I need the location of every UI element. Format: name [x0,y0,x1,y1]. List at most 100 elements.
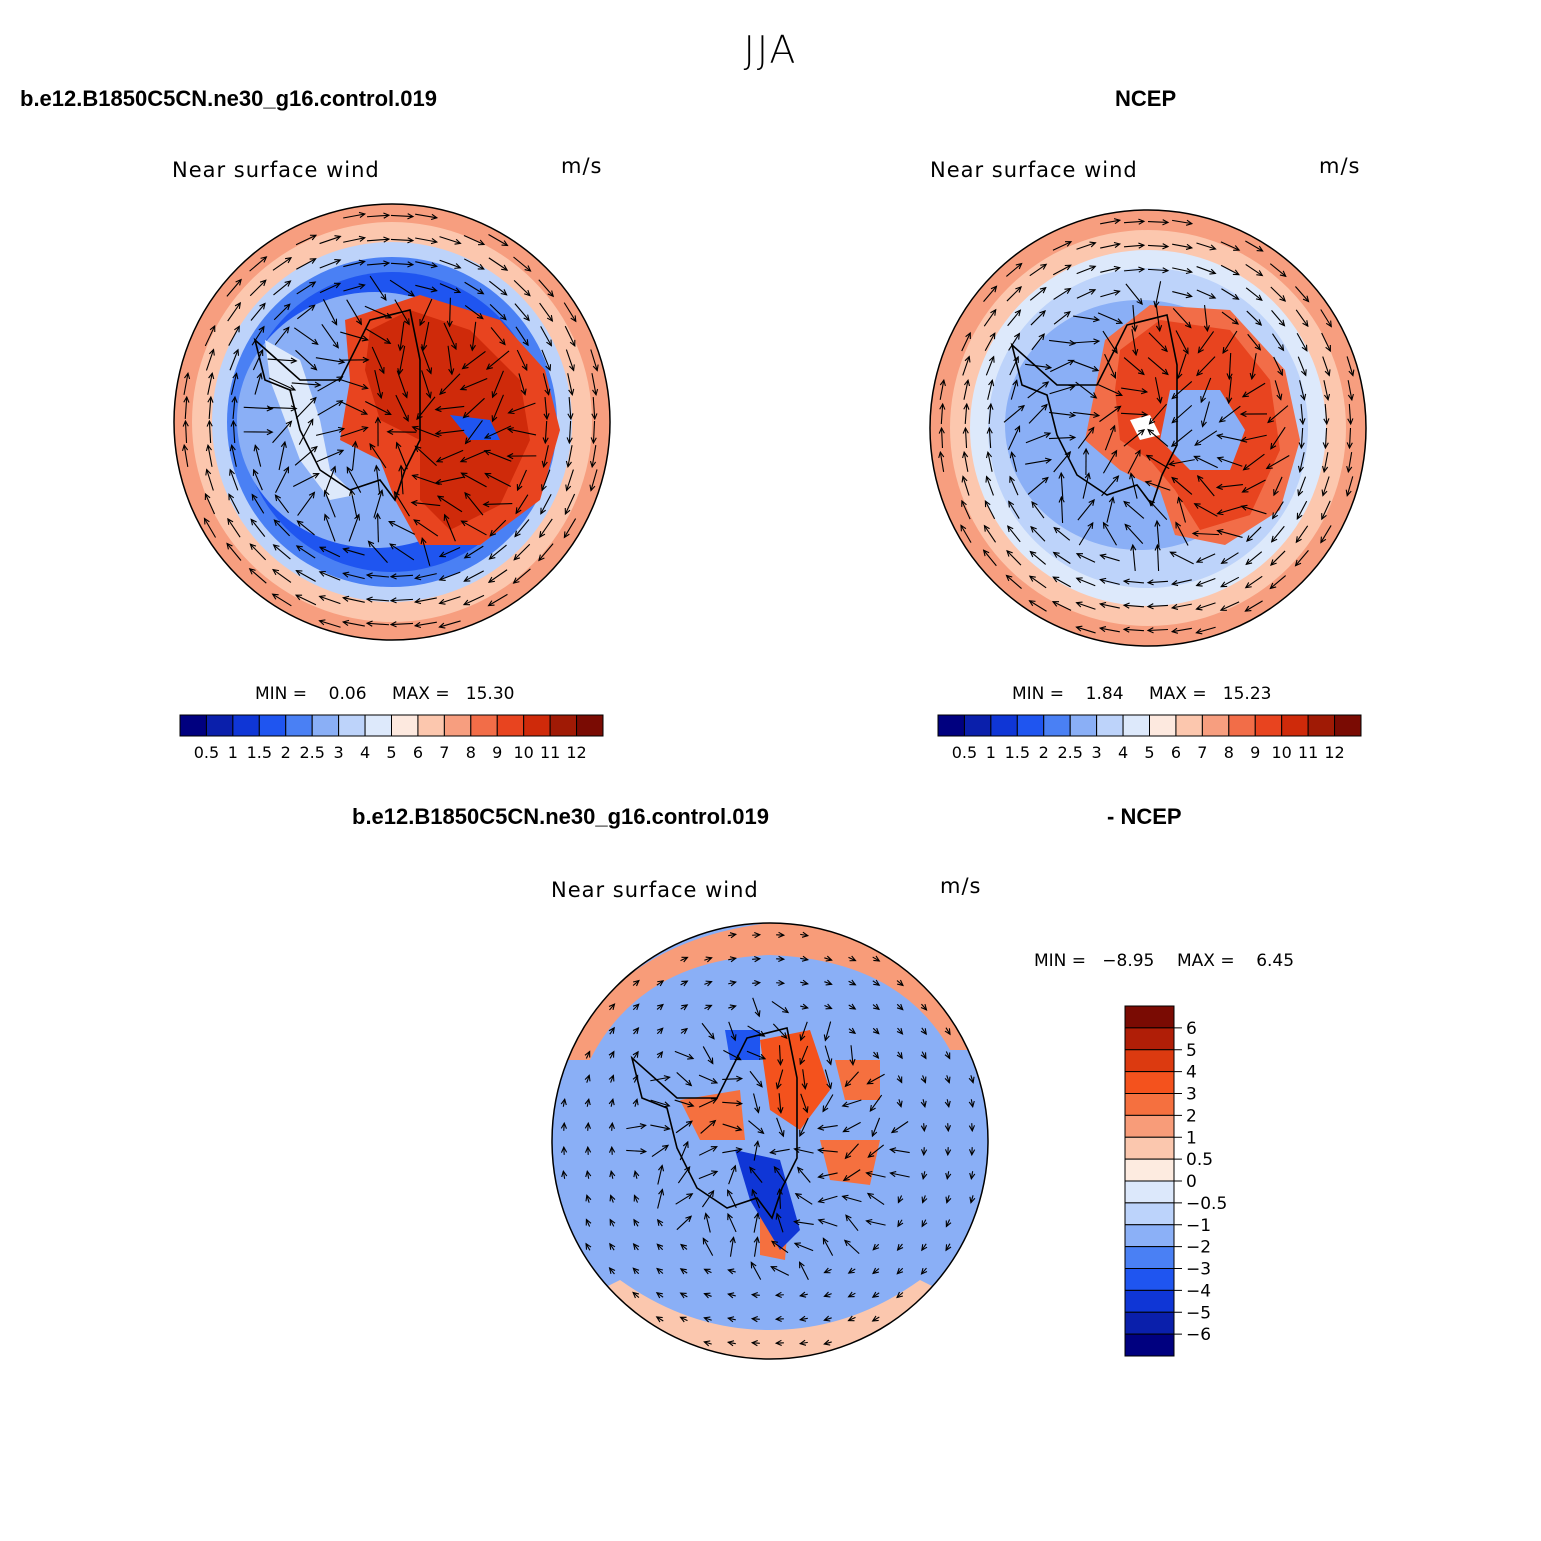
wind-vector-head [439,388,446,396]
wind-vector [656,1292,664,1298]
wind-vector-head [389,573,397,580]
wind-vector-head [378,367,385,375]
wind-vector [1077,427,1095,449]
wind-vector-head [1111,449,1118,457]
wind-vector [461,472,487,488]
wind-vector [366,262,390,266]
wind-vector [702,1238,714,1256]
wind-vector [206,469,214,491]
wind-vector [676,1072,692,1086]
wind-vector [585,1243,591,1251]
wind-vector-head [283,466,290,474]
wind-vector [971,1123,973,1131]
wind-vector-head [1115,390,1123,397]
wind-vector-head [632,1267,640,1275]
panel-3-negative-core-2 [725,1030,760,1060]
wind-vector [1220,576,1240,588]
wind-vector-head [799,1291,807,1298]
wind-vector [1029,287,1047,301]
wind-vector [728,933,736,937]
wind-vector-head [793,1219,801,1226]
wind-vector-head [1006,549,1013,557]
wind-vector-head [1154,519,1161,527]
wind-vector [698,1098,718,1108]
wind-vector [897,1075,903,1083]
wind-vector [1007,425,1021,451]
wind-vector [970,1099,974,1107]
wind-vector [1100,267,1120,273]
wind-vector [463,258,485,270]
wind-vector-head [656,1050,664,1058]
wind-vector-head [778,955,786,963]
wind-vector [1296,333,1308,351]
wind-vector-head [318,619,326,626]
wind-vector [1300,427,1304,449]
wind-vector-head [208,371,215,380]
wind-vector [274,494,290,514]
wind-vector [460,378,488,390]
wind-vector [518,373,526,395]
wind-vector [1245,575,1263,589]
wind-vector-head [1122,602,1130,609]
wind-vector [842,1195,862,1203]
wind-vector-head [703,1316,711,1323]
wind-vector-head [749,1166,756,1174]
wind-vector-head [632,1242,640,1250]
wind-vector [1295,550,1309,566]
wind-vector-head [383,212,391,219]
wind-vector-head [990,308,997,316]
wind-vector [1220,264,1240,276]
wind-vector [254,445,262,467]
wind-vector [897,1051,903,1059]
wind-vector-head [1131,325,1138,333]
wind-vector-head [330,465,337,473]
wind-vector [273,303,291,321]
wind-vector [513,568,531,584]
wind-vector [184,396,188,420]
wind-vector-head [413,621,422,629]
wind-vector [562,1171,566,1179]
wind-vector-head [1322,442,1329,450]
wind-vector [315,428,345,436]
wind-vector [1217,530,1243,538]
wind-vector-head [384,409,392,416]
wind-vector [348,514,360,542]
wind-vector-head [1052,551,1060,558]
wind-vector [1100,554,1120,562]
wind-vector-head [283,326,290,334]
wind-vector [921,1027,927,1035]
wind-vector-head [540,507,546,515]
wind-vector [324,514,336,542]
wind-vector [543,445,549,467]
wind-vector-head [323,489,330,497]
wind-vector-head [985,475,992,483]
panel-2-inner-low [1160,390,1245,470]
wind-vector-head [1254,343,1262,351]
wind-vector [656,980,664,986]
colorbar-box [1124,1158,1175,1182]
wind-vector [675,1193,693,1205]
wind-vector-head [841,1101,849,1108]
wind-vector [962,356,970,376]
wind-vector [1100,579,1120,585]
wind-vector [633,1051,639,1059]
wind-vector-head [1144,480,1152,487]
wind-vector-head [872,1052,880,1059]
wind-vector [843,1169,861,1181]
wind-vector [252,349,264,371]
wind-vector [464,281,484,295]
wind-vector [1006,550,1022,566]
wind-vector [1076,553,1096,563]
wind-vector-head [1098,626,1107,633]
wind-vector [267,406,297,410]
wind-vector [1077,499,1095,521]
wind-vector [485,473,511,487]
wind-vector-head [774,1339,782,1347]
panel-3-map [552,923,988,1359]
wind-vector-head [1113,218,1122,225]
wind-vector [657,1165,663,1185]
wind-vector [586,1195,590,1203]
wind-vector-head [842,1174,850,1182]
wind-vector [797,1167,811,1183]
wind-vector-head [365,572,373,579]
